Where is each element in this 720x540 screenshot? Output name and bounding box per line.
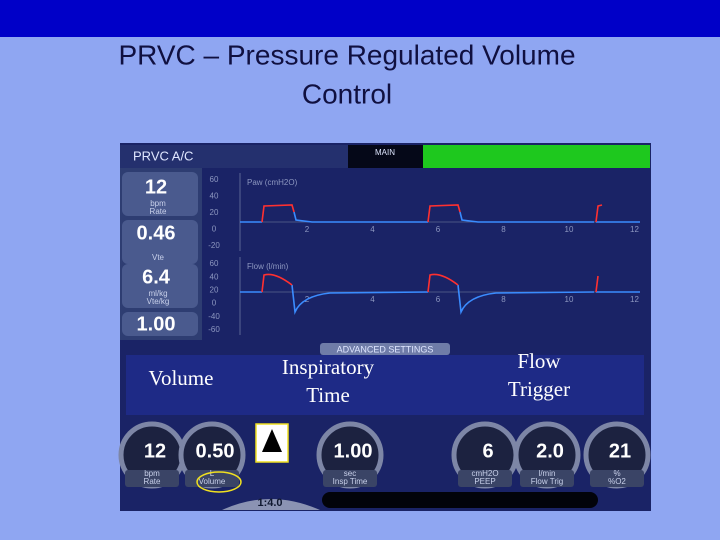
- readout-unit: bpm: [150, 199, 166, 208]
- dial-value: 12: [144, 440, 166, 462]
- dial-value: 2.0: [536, 440, 564, 462]
- annotation: Volume: [149, 366, 214, 390]
- x-tick-label: 6: [436, 225, 441, 234]
- dial-value: 1.00: [334, 440, 373, 462]
- waveform-insp: [261, 273, 599, 293]
- dial-label: Flow Trig: [531, 477, 563, 486]
- readout-value: 0.46: [137, 222, 176, 244]
- graph-label: Flow (l/min): [247, 262, 289, 271]
- dial-label-box: [125, 470, 179, 487]
- readout-box: [122, 312, 198, 336]
- dial-unit: bpm: [144, 469, 160, 478]
- arrow-up: [262, 429, 282, 452]
- y-tick-label: -20: [208, 241, 220, 250]
- waveform: [240, 211, 640, 223]
- dial-label: Rate: [144, 477, 161, 486]
- dial-value: 6: [482, 440, 493, 462]
- readout-label: Rate: [150, 207, 167, 216]
- readout-value: 12: [145, 176, 167, 198]
- advanced-tab: [320, 343, 450, 355]
- ie-gauge: [222, 499, 320, 510]
- annotation: Flow Trigger: [508, 349, 570, 401]
- advanced-label: ADVANCED SETTINGS: [337, 344, 434, 354]
- dial-label-box: [185, 470, 239, 487]
- annotation: Inspiratory Time: [282, 355, 375, 407]
- x-tick-label: 6: [436, 295, 441, 304]
- x-tick-label: 10: [565, 225, 574, 234]
- tab-main: [348, 145, 423, 168]
- mode-label: PRVC A/C: [133, 148, 193, 163]
- y-tick-label: 20: [210, 286, 219, 295]
- y-tick-label: 40: [210, 272, 219, 281]
- annotation-line: Flow: [517, 349, 561, 373]
- slide-title: PRVC – Pressure Regulated Volume: [118, 39, 575, 70]
- y-tick-label: -40: [208, 312, 220, 321]
- dial-value: 21: [609, 440, 631, 462]
- y-tick-label: 20: [210, 208, 219, 217]
- readout-value: 1.00: [137, 313, 176, 335]
- status-green: [423, 145, 650, 168]
- y-tick-label: 40: [210, 192, 219, 201]
- x-tick-label: 4: [370, 225, 375, 234]
- x-tick-label: 4: [370, 295, 375, 304]
- readout-box: [122, 172, 198, 216]
- header-bar: [120, 145, 348, 168]
- annotation-line: Trigger: [508, 377, 570, 401]
- volume-highlight: [196, 471, 242, 493]
- graph-label: Paw (cmH2O): [247, 178, 298, 187]
- dial-label-box: [520, 470, 574, 487]
- dial-unit: cmH2O: [471, 469, 498, 478]
- readout-box: [122, 220, 198, 264]
- dial-label: Volume: [199, 477, 226, 486]
- y-tick-label: 0: [212, 225, 217, 234]
- y-tick-label: 0: [212, 299, 217, 308]
- waveform-insp: [261, 204, 603, 223]
- tab-label: MAIN: [375, 148, 395, 157]
- top-bar: [0, 0, 720, 37]
- x-tick-label: 12: [630, 295, 639, 304]
- x-tick-label: 2: [305, 225, 310, 234]
- readout-box: [122, 264, 198, 308]
- dial-label-box: [590, 470, 644, 487]
- dial-value: 0.50: [196, 440, 235, 462]
- ie-ratio: 1:4.0: [257, 497, 282, 509]
- x-tick-label: 8: [501, 295, 506, 304]
- x-tick-label: 10: [565, 295, 574, 304]
- dial-unit: sec: [344, 469, 356, 478]
- dial-label: Insp Time: [333, 477, 368, 486]
- readout-unit: ml/kg: [148, 289, 167, 298]
- dial-unit: l/min: [539, 469, 556, 478]
- slide-title: Control: [302, 78, 392, 109]
- readout-label: Vte/kg: [147, 297, 170, 306]
- annotation-line: Time: [306, 383, 350, 407]
- dial-unit: L: [210, 469, 215, 478]
- x-tick-label: 8: [501, 225, 506, 234]
- y-tick-label: 60: [210, 259, 219, 268]
- dial-label-box: [458, 470, 512, 487]
- annotation-line: Inspiratory: [282, 355, 375, 379]
- dial-unit: %: [613, 469, 620, 478]
- dial-label: %O2: [608, 477, 626, 486]
- readout-label: Vte: [152, 253, 165, 262]
- status-strip: [322, 492, 598, 508]
- readout-value: 6.4: [142, 266, 171, 288]
- y-tick-label: 60: [210, 175, 219, 184]
- dial-label: PEEP: [474, 477, 495, 486]
- annotation-band: [126, 355, 644, 415]
- y-tick-label: -60: [208, 325, 220, 334]
- x-tick-label: 12: [630, 225, 639, 234]
- waveform: [240, 284, 640, 316]
- dial-label-box: [323, 470, 377, 487]
